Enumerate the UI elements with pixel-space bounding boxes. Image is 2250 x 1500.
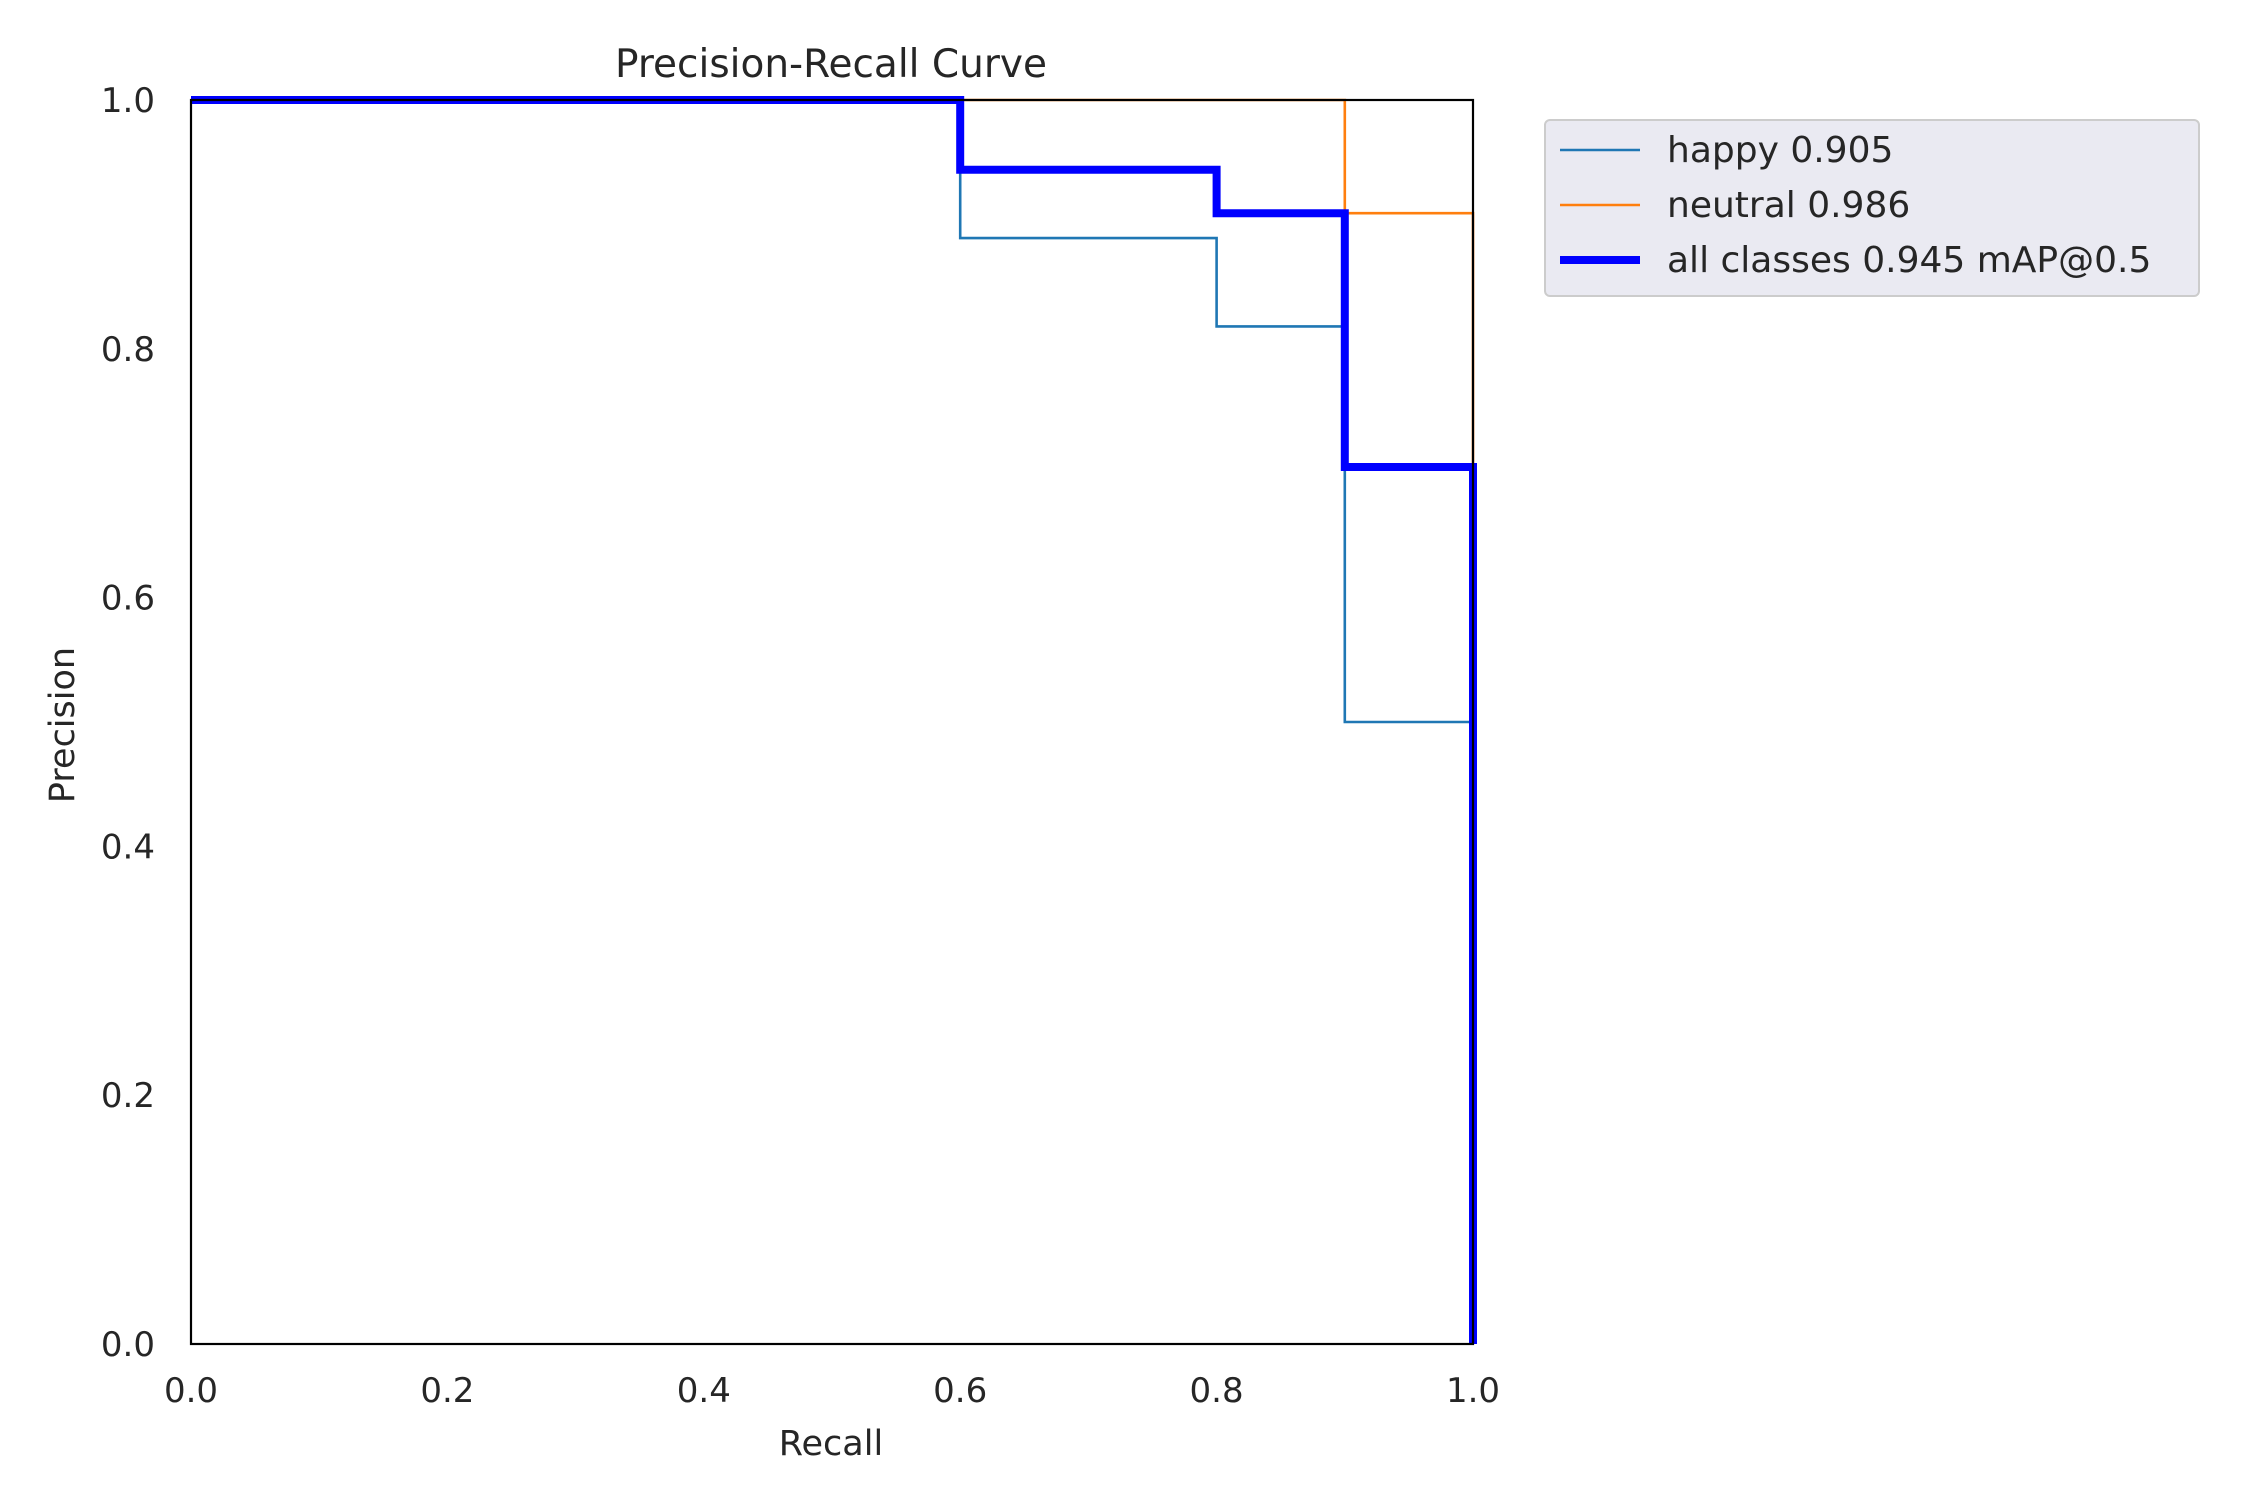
legend-entry-1: neutral 0.986 bbox=[1667, 185, 1910, 226]
legend-box bbox=[1544, 119, 2200, 297]
x-tick-label: 0.4 bbox=[677, 1371, 731, 1411]
x-tick-label: 0.8 bbox=[1190, 1371, 1244, 1411]
legend-entry-0: happy 0.905 bbox=[1667, 130, 1893, 171]
x-axis-label: Recall bbox=[779, 1424, 883, 1464]
x-tick-label: 1.0 bbox=[1446, 1371, 1500, 1411]
x-axis-ticks: 0.0 0.2 0.4 0.6 0.8 1.0 bbox=[164, 1371, 1500, 1411]
legend: happy 0.905 neutral 0.986 all classes 0.94… bbox=[1544, 119, 2200, 297]
y-axis-label: Precision bbox=[43, 647, 83, 803]
plot-area bbox=[189, 96, 1477, 1346]
legend-entry-2: all classes 0.945 mAP@0.5 bbox=[1667, 240, 2151, 281]
y-tick-label: 0.2 bbox=[101, 1076, 155, 1116]
series-line-1 bbox=[191, 98, 1475, 1344]
series-line-2 bbox=[191, 96, 1477, 1344]
y-tick-label: 0.0 bbox=[101, 1325, 155, 1365]
y-tick-label: 0.6 bbox=[101, 579, 155, 619]
x-tick-label: 0.2 bbox=[420, 1371, 474, 1411]
x-tick-label: 0.6 bbox=[933, 1371, 987, 1411]
y-tick-label: 1.0 bbox=[101, 81, 155, 121]
chart-title: Precision-Recall Curve bbox=[615, 42, 1047, 87]
x-tick-label: 0.0 bbox=[164, 1371, 218, 1411]
series-line-0 bbox=[191, 98, 1475, 1344]
plot-frame bbox=[189, 98, 1475, 1346]
y-tick-label: 0.4 bbox=[101, 827, 155, 867]
y-tick-label: 0.8 bbox=[101, 330, 155, 370]
y-axis-ticks: 0.0 0.2 0.4 0.6 0.8 1.0 bbox=[101, 81, 155, 1365]
